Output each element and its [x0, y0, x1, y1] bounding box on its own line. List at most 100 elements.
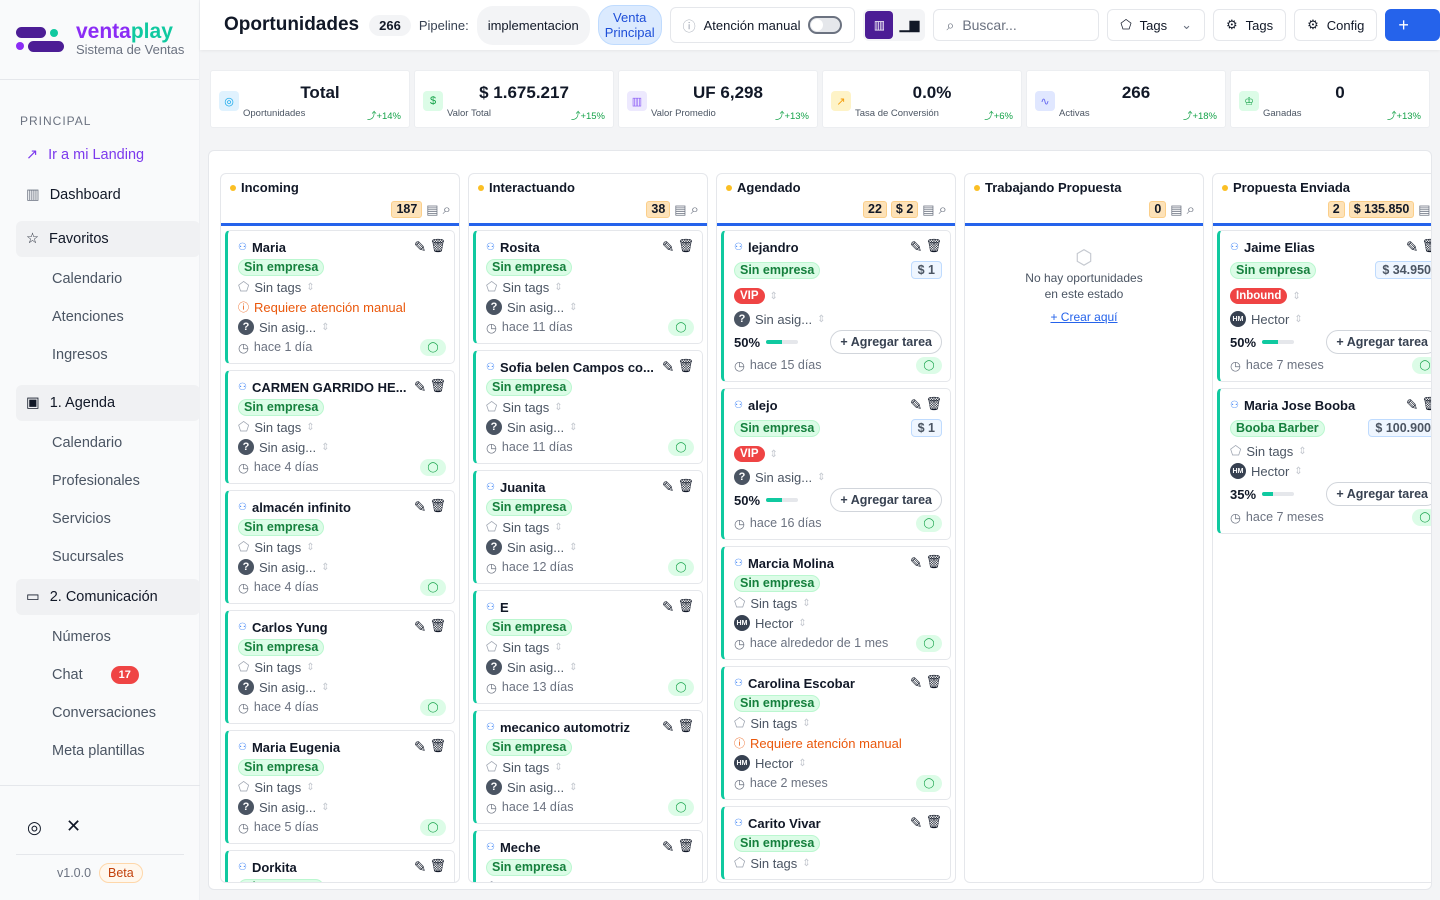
sidebar-group-favoritos[interactable]: ☆ Favoritos	[16, 221, 200, 257]
company-badge[interactable]: Sin empresa	[486, 858, 573, 876]
tags-row[interactable]: ⬠ Sin tags ⇕	[238, 777, 446, 797]
company-badge[interactable]: Sin empresa	[238, 258, 325, 276]
export-icon[interactable]: ▤	[674, 201, 687, 217]
sidebar-item-sucursales[interactable]: Sucursales	[52, 549, 124, 565]
edit-icon[interactable]: ✎	[909, 397, 923, 414]
whatsapp-chat-button[interactable]: ◯	[420, 579, 446, 596]
search-icon[interactable]: ⌕	[1186, 201, 1195, 218]
sort-icon[interactable]: ⇕	[769, 290, 778, 302]
whatsapp-chat-button[interactable]: ◯	[668, 439, 694, 456]
tags-row[interactable]: ⬠ Sin tags ⇕	[238, 417, 446, 437]
whatsapp-chat-button[interactable]: ◯	[1412, 357, 1431, 374]
opportunity-card[interactable]: ⚇Dorkita✎🗑Sin empresa⬠Sin tags⇕?Sin asig…	[225, 850, 455, 882]
edit-icon[interactable]: ✎	[413, 499, 427, 516]
trash-icon[interactable]: 🗑	[429, 238, 446, 253]
company-badge[interactable]: Sin empresa	[238, 518, 325, 536]
edit-icon[interactable]: ✎	[413, 239, 427, 256]
trash-icon[interactable]: 🗑	[429, 858, 446, 873]
tags-row[interactable]: ⬠ Sin tags ⇕	[486, 637, 694, 657]
assignee-row[interactable]: HM Hector ⇕	[734, 753, 942, 773]
contact-name[interactable]: Maria Eugenia	[251, 739, 341, 755]
trash-icon[interactable]: 🗑	[677, 838, 694, 853]
assignee-row[interactable]: HM Hector ⇕	[1230, 309, 1431, 329]
assignee-row[interactable]: HM Hector ⇕	[1230, 461, 1431, 481]
assignee-row[interactable]: ? Sin asig... ⇕	[238, 317, 446, 337]
tags-row[interactable]: ⬠ Sin tags ⇕	[486, 877, 694, 882]
opportunity-card[interactable]: ⚇ Maria Jose Booba ✎🗑 Booba Barber $ 100.900…	[1217, 388, 1431, 534]
tag-badge[interactable]: VIP	[734, 446, 765, 462]
tools-icon[interactable]: ✕	[66, 816, 82, 836]
tags-row[interactable]: ⬠ Sin tags ⇕	[486, 277, 694, 297]
opportunity-card[interactable]: ⚇ Jaime Elias ✎🗑 Sin empresa $ 34.950 Inbound…	[1217, 230, 1431, 382]
opportunity-card[interactable]: ⚇ Carlos Yung ✎ 🗑 Sin empresa ⬠ Sin tags ⇕? Sin …	[225, 610, 455, 724]
tags-row[interactable]: ⬠ Sin tags ⇕	[486, 757, 694, 777]
company-badge[interactable]: Booba Barber	[1230, 419, 1325, 437]
export-icon[interactable]: ▤	[922, 201, 935, 217]
sidebar-item-dashboard[interactable]: ▥ Dashboard	[16, 177, 200, 213]
sidebar-item-servicios[interactable]: Servicios	[52, 511, 111, 527]
search-icon[interactable]: ⌕	[442, 201, 451, 218]
trash-icon[interactable]: 🗑	[429, 738, 446, 753]
whatsapp-chat-button[interactable]: ◯	[420, 459, 446, 476]
contact-name[interactable]: Jaime Elias	[1243, 239, 1315, 255]
whatsapp-chat-button[interactable]: ◯	[668, 799, 694, 816]
assignee-row[interactable]: ? Sin asig... ⇕	[238, 797, 446, 817]
trash-icon[interactable]: 🗑	[429, 378, 446, 393]
assignee-row[interactable]: ? Sin asig... ⇕	[486, 657, 694, 677]
opportunity-card[interactable]: ⚇ alejo ✎ 🗑 Sin empresa $ 1 VIP ⇕? Sin asig... ⇕ 5…	[721, 388, 951, 540]
edit-icon[interactable]: ✎	[661, 839, 675, 856]
kanban-view-icon[interactable]: ▥	[865, 11, 894, 39]
edit-icon[interactable]: ✎	[413, 379, 427, 396]
chart-view-icon[interactable]: ▁▆	[899, 17, 920, 32]
tags-row[interactable]: ⬠ Sin tags ⇕	[238, 277, 446, 297]
assignee-row[interactable]: ? Sin asig... ⇕	[734, 309, 942, 329]
edit-icon[interactable]: ✎	[413, 739, 427, 756]
add-task-button[interactable]: + Agregar tarea	[830, 330, 942, 354]
trash-icon[interactable]: 🗑	[677, 478, 694, 493]
company-badge[interactable]: Sin empresa	[486, 498, 573, 516]
whatsapp-chat-button[interactable]: ◯	[420, 699, 446, 716]
opportunity-card[interactable]: ⚇ Rosita ✎ 🗑 Sin empresa ⬠ Sin tags ⇕? Sin asig.…	[473, 230, 703, 344]
assignee-row[interactable]: ? Sin asig... ⇕	[486, 777, 694, 797]
contact-name[interactable]: Carolina Escobar	[747, 675, 855, 691]
tags-row[interactable]: ⬠ Sin tags ⇕	[238, 537, 446, 557]
assignee-row[interactable]: ? Sin asig... ⇕	[734, 467, 942, 487]
contact-name[interactable]: Dorkita	[251, 859, 297, 875]
tags-row[interactable]: ⬠ Sin tags ⇕	[486, 397, 694, 417]
sidebar-item-calendario[interactable]: Calendario	[52, 271, 123, 287]
assignee-row[interactable]: ? Sin asig... ⇕	[238, 677, 446, 697]
contact-name[interactable]: alejo	[747, 397, 778, 413]
assignee-row[interactable]: ? Sin asig... ⇕	[238, 557, 446, 577]
edit-icon[interactable]: ✎	[909, 239, 923, 256]
new-opportunity-button[interactable]: +	[1385, 9, 1440, 41]
edit-icon[interactable]: ✎	[1405, 239, 1419, 256]
trash-icon[interactable]: 🗑	[925, 554, 942, 569]
sidebar-item-meta-plantillas[interactable]: Meta plantillas	[52, 743, 145, 759]
export-icon[interactable]: ▤	[1418, 201, 1431, 217]
contact-name[interactable]: Carlos Yung	[251, 619, 328, 635]
tags-row[interactable]: ⬠ Sin tags ⇕	[486, 517, 694, 537]
edit-icon[interactable]: ✎	[1405, 397, 1419, 414]
add-task-button[interactable]: + Agregar tarea	[1326, 482, 1431, 506]
config-button[interactable]: ⚙ Config	[1294, 9, 1378, 41]
sidebar-group-comunicacion[interactable]: ▭ 2. Comunicación	[16, 579, 200, 615]
contact-name[interactable]: Juanita	[499, 479, 546, 495]
compass-icon[interactable]: ◎	[27, 818, 42, 837]
trash-icon[interactable]: 🗑	[925, 814, 942, 829]
opportunity-card[interactable]: ⚇Meche✎🗑Sin empresa⬠Sin tags⇕?Sin asig..…	[473, 830, 703, 882]
create-here-link[interactable]: + Crear aquí	[1050, 310, 1118, 324]
trash-icon[interactable]: 🗑	[925, 396, 942, 411]
sidebar-item-ingresos[interactable]: Ingresos	[52, 347, 108, 363]
contact-name[interactable]: mecanico automotriz	[499, 719, 630, 735]
whatsapp-chat-button[interactable]: ◯	[1412, 509, 1431, 526]
tags-dropdown[interactable]: ⬠ Tags ⌄	[1107, 9, 1205, 41]
sort-icon[interactable]: ⇕	[1292, 290, 1301, 302]
tag-badge[interactable]: Inbound	[1230, 288, 1288, 304]
opportunity-card[interactable]: ⚇ Maria ✎ 🗑 Sin empresa ⬠ Sin tags ⇕ ⓘ Requiere a…	[225, 230, 455, 364]
trash-icon[interactable]: 🗑	[1421, 396, 1431, 414]
assignee-row[interactable]: ? Sin asig... ⇕	[486, 417, 694, 437]
edit-icon[interactable]: ✎	[661, 479, 675, 496]
edit-icon[interactable]: ✎	[661, 359, 675, 376]
contact-name[interactable]: Marcia Molina	[747, 555, 834, 571]
opportunity-card[interactable]: ⚇ Carolina Escobar ✎ 🗑 Sin empresa ⬠ Sin tags ⇕…	[721, 666, 951, 800]
